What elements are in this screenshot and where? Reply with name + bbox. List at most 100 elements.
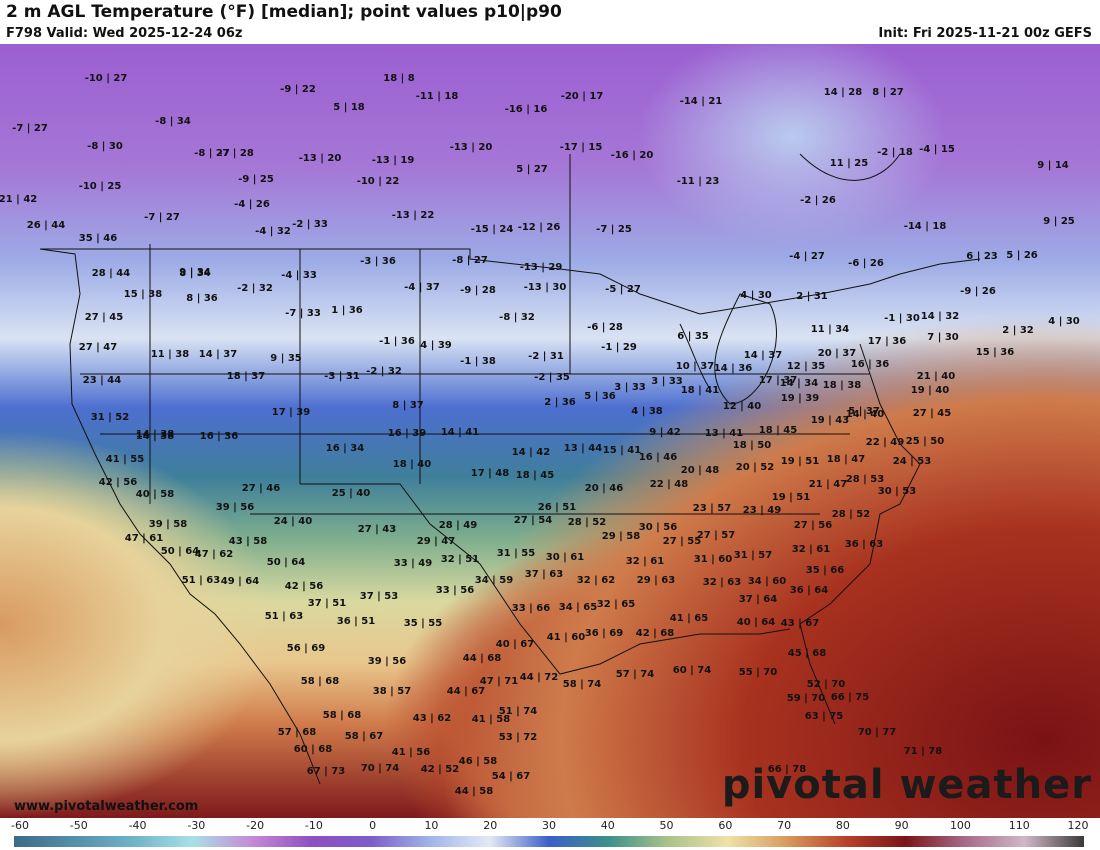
point-value-label: 25 | 50 [906,436,944,447]
temperature-map[interactable]: -10 | 27 -9 | 22 18 | 8 -11 | 18 -20 | 17 -14… [0,44,1100,818]
point-value-label: 27 | 55 [663,536,701,547]
point-value-label: -7 | 25 [596,224,632,235]
point-value-label: 5 | 36 [584,391,616,402]
point-value-label: 41 | 58 [472,714,510,725]
point-value-label: -5 | 27 [605,284,641,295]
point-value-label: 11 | 38 [151,349,189,360]
point-value-label: 17 | 48 [471,468,509,479]
point-value-label: 53 | 72 [499,732,537,743]
point-value-label: 18 | 41 [681,385,719,396]
point-value-label: 10 | 37 [676,361,714,372]
point-value-label: -7 | 27 [144,212,180,223]
point-value-label: 20 | 37 [818,348,856,359]
point-value-label: 56 | 69 [287,643,325,654]
point-value-label: 16 | 34 [326,443,364,454]
point-values-layer: -10 | 27 -9 | 22 18 | 8-11 | 18 -20 | 17 -14… [0,73,1080,797]
point-value-label: -9 | 26 [960,286,996,297]
point-value-label: -10 | 25 [79,181,122,192]
watermark-logo: pivotal weather [721,762,1092,808]
point-value-label: 18 | 37 [227,371,265,382]
point-value-label: -9 | 28 [460,285,496,296]
point-value-label: -4 | 37 [404,282,440,293]
point-value-label: -14 | 21 [680,96,723,107]
point-value-label: -13 | 22 [392,210,435,221]
point-value-label: 30 | 56 [639,522,677,533]
point-value-label: -10 | 22 [357,176,400,187]
point-value-label: 32 | 61 [792,544,830,555]
point-value-label: -8 | 30 [87,141,123,152]
point-value-label: 24 | 53 [893,456,931,467]
point-value-label: 50 | 64 [267,557,305,568]
scale-tick: 100 [949,819,971,832]
point-value-label: 14 | 32 [921,311,959,322]
point-value-label: -13 | 29 [520,262,563,273]
scale-tick: 40 [600,819,615,832]
point-value-label: 28 | 52 [832,509,870,520]
point-value-label: 12 | 35 [787,361,825,372]
point-value-label: 54 | 67 [492,771,530,782]
point-value-label: 18 | 45 [759,425,797,436]
point-value-label: 29 | 63 [637,575,675,586]
point-value-label: -3 | 31 [324,371,360,382]
point-value-label: 43 | 58 [229,536,267,547]
point-value-label: -2 | 33 [292,219,328,230]
scale-tick: 0 [369,819,377,832]
map-svg: -10 | 27 -9 | 22 18 | 8-11 | 18 -20 | 17 -14… [0,44,1100,818]
point-value-label: 23 | 49 [743,505,781,516]
point-value-label: 14 | 42 [512,447,550,458]
point-value-label: 40 | 64 [737,617,775,628]
point-value-label: -10 | 27 [85,73,128,84]
point-value-label: 28 | 53 [846,474,884,485]
point-value-label: 4 | 39 [420,340,452,351]
point-value-label: 6 | 35 [677,331,709,342]
point-value-label: 27 | 43 [358,524,396,535]
point-value-label: 8 | 34 [179,268,211,279]
point-value-label: 5 | 18 [333,102,365,113]
point-value-label: 46 | 58 [459,756,497,767]
point-value-label: -11 | 23 [677,176,720,187]
point-value-label: -2 | 31 [528,351,564,362]
point-value-label: 14 | 28 [824,87,862,98]
point-value-label: 18 | 38 [823,380,861,391]
point-value-label: -1 | 29 [601,342,637,353]
scale-tick: 110 [1008,819,1030,832]
point-value-label: 60 | 68 [294,744,332,755]
point-value-label: 11 | 34 [811,324,849,335]
boundaries [39,153,981,785]
point-value-label: -13 | 20 [450,142,493,153]
scale-tick: -50 [69,819,88,832]
color-scale: -60 -50 -40 -30 -20 -10 0 10 20 30 40 50 60 70 80 90 100… [0,818,1100,850]
point-value-label: 28 | 44 [92,268,130,279]
point-value-label: -15 | 24 [471,224,514,235]
point-value-label: 20 | 48 [681,465,719,476]
point-value-label: 14 | 34 [780,378,818,389]
scale-tick: -40 [128,819,147,832]
point-value-label: 18 | 8 [383,73,415,84]
point-value-label: 22 | 48 [650,479,688,490]
scale-tick: -20 [246,819,265,832]
website-link[interactable]: www.pivotalweather.com [14,799,199,814]
scale-tick: -30 [187,819,206,832]
point-value-label: -4 | 26 [234,199,270,210]
point-value-label: -6 | 26 [848,258,884,269]
point-value-label: 32 | 51 [441,554,479,565]
point-value-label: -8 | 27 [452,255,488,266]
point-value-label: 34 | 59 [475,575,513,586]
point-value-label: 30 | 53 [878,486,916,497]
point-value-label: 4 | 30 [740,290,772,301]
point-value-label: 25 | 40 [332,488,370,499]
scale-tick: 30 [542,819,556,832]
point-value-label: 18 | 47 [827,454,865,465]
point-value-label: 31 | 55 [497,548,535,559]
point-value-label: -2 | 32 [237,283,273,294]
point-value-label: 33 | 56 [436,585,474,596]
point-value-label: 29 | 47 [417,536,455,547]
point-value-label: -4 | 33 [281,270,317,281]
point-value-label: 67 | 73 [307,766,345,777]
point-value-label: 37 | 51 [308,598,346,609]
scale-tick: 70 [777,819,792,832]
point-value-label: 14 | 38 [136,431,174,442]
point-value-label: 23 | 44 [83,375,121,386]
point-value-label: 44 | 67 [447,686,485,697]
point-value-label: 58 | 74 [563,679,601,690]
